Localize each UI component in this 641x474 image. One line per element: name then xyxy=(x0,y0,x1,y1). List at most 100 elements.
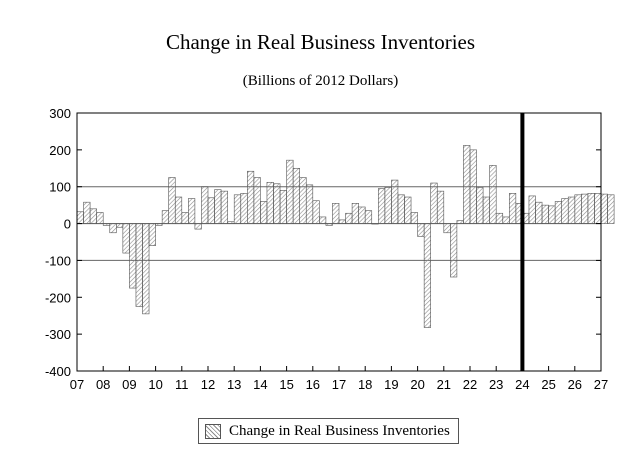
bar xyxy=(319,216,327,224)
bar xyxy=(430,182,438,224)
bar xyxy=(122,223,130,254)
bar xyxy=(96,212,104,224)
bar xyxy=(587,193,595,224)
x-tick-label: 20 xyxy=(410,377,424,392)
bar xyxy=(384,187,392,224)
bar xyxy=(273,183,281,224)
bar xyxy=(76,211,84,224)
x-tick-label: 09 xyxy=(122,377,136,392)
bar xyxy=(450,223,458,278)
bar xyxy=(508,193,517,224)
bar xyxy=(345,212,353,224)
bar xyxy=(495,212,504,224)
y-tick-label: -200 xyxy=(45,290,71,305)
bar xyxy=(247,170,255,224)
bar xyxy=(436,190,445,224)
bar xyxy=(463,145,471,224)
bar xyxy=(240,193,248,224)
bar xyxy=(220,190,228,224)
x-tick-label: 24 xyxy=(515,377,529,392)
x-tick-label: 14 xyxy=(253,377,267,392)
chart-title: Change in Real Business Inventories xyxy=(165,30,476,54)
bar xyxy=(161,210,169,224)
x-tick-label: 18 xyxy=(358,377,372,392)
bar xyxy=(489,165,497,224)
bar xyxy=(351,203,359,224)
legend: Change in Real Business Inventories xyxy=(198,418,459,444)
bar xyxy=(581,193,589,224)
y-tick-label: -300 xyxy=(45,327,71,342)
bar xyxy=(207,197,215,224)
bar xyxy=(325,223,333,226)
x-tick-label: 12 xyxy=(201,377,215,392)
bar xyxy=(299,177,307,224)
bar xyxy=(332,203,340,224)
x-tick-label: 23 xyxy=(489,377,503,392)
x-tick-label: 11 xyxy=(175,377,189,392)
bar xyxy=(377,188,386,224)
bar xyxy=(541,204,549,224)
x-tick-label: 26 xyxy=(568,377,582,392)
bar xyxy=(364,210,373,224)
bar xyxy=(188,198,196,224)
bar xyxy=(109,223,117,234)
x-tick-label: 07 xyxy=(70,377,84,392)
bar xyxy=(142,223,150,315)
bars xyxy=(76,145,615,328)
bar xyxy=(155,223,163,226)
y-tick-label: 100 xyxy=(49,180,71,195)
bar xyxy=(554,201,563,224)
bar xyxy=(443,223,451,234)
y-tick-label: -100 xyxy=(45,253,71,268)
bar xyxy=(410,212,418,224)
bar xyxy=(567,196,576,224)
bar xyxy=(89,208,97,224)
y-tick-label: 300 xyxy=(49,106,71,121)
y-tick-label: 200 xyxy=(49,143,71,158)
bar xyxy=(174,196,183,224)
x-tick-label: 27 xyxy=(594,377,608,392)
bar xyxy=(135,223,143,307)
bar xyxy=(168,177,176,224)
x-tick-label: 15 xyxy=(279,377,293,392)
bar xyxy=(469,149,477,224)
bar xyxy=(227,221,235,224)
bar xyxy=(397,194,405,224)
bar xyxy=(456,220,464,224)
bar xyxy=(214,189,222,224)
bar xyxy=(548,205,556,224)
x-tick-label: 10 xyxy=(148,377,162,392)
bar xyxy=(181,212,189,224)
bar xyxy=(286,159,294,224)
bar xyxy=(305,184,314,224)
bar xyxy=(371,223,379,225)
bar xyxy=(338,219,346,224)
bar xyxy=(482,196,490,224)
bar xyxy=(253,177,261,224)
legend-label: Change in Real Business Inventories xyxy=(229,422,450,439)
x-tick-label: 08 xyxy=(96,377,110,392)
x-tick-label: 22 xyxy=(463,377,477,392)
bar xyxy=(194,223,202,230)
bar xyxy=(102,223,111,226)
bar xyxy=(292,167,300,224)
bar xyxy=(129,223,137,289)
bar xyxy=(358,206,366,224)
bar xyxy=(391,179,399,224)
bar xyxy=(233,194,242,224)
bar xyxy=(260,201,268,224)
x-tick-label: 13 xyxy=(227,377,241,392)
bar xyxy=(574,194,582,224)
bar xyxy=(116,223,124,228)
chart-subtitle: (Billions of 2012 Dollars) xyxy=(242,73,399,89)
legend-swatch xyxy=(205,423,221,439)
bar xyxy=(423,223,431,328)
x-axis: 07 08 09 10 11 12 13 14 15 16 17 18 19 20 21 22 23 24 25 26… xyxy=(70,366,608,392)
bar xyxy=(607,194,615,224)
x-tick-label: 16 xyxy=(306,377,320,392)
x-tick-label: 21 xyxy=(437,377,451,392)
bar xyxy=(83,201,91,224)
x-tick-label: 25 xyxy=(541,377,555,392)
bar xyxy=(502,216,510,224)
